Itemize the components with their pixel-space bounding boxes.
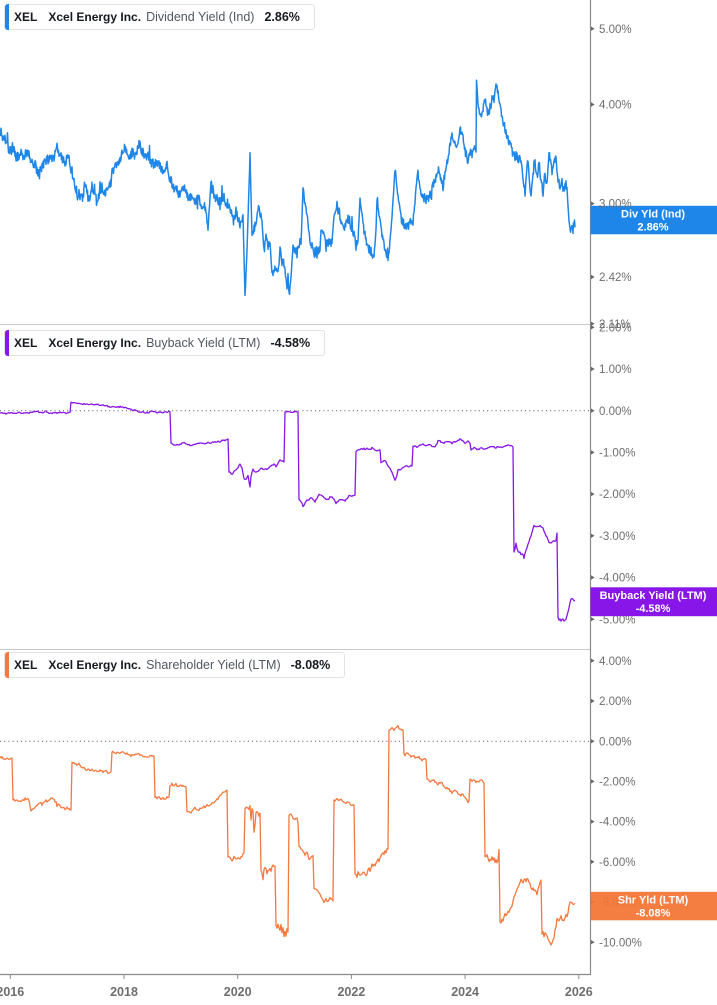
svg-text:0.00%: 0.00% bbox=[599, 406, 632, 418]
svg-text:4.00%: 4.00% bbox=[599, 100, 632, 112]
svg-text:2026: 2026 bbox=[565, 985, 593, 999]
svg-text:2.42%: 2.42% bbox=[599, 272, 632, 284]
svg-text:Shr Yld (LTM): Shr Yld (LTM) bbox=[618, 895, 689, 907]
svg-text:Div Yld (Ind): Div Yld (Ind) bbox=[621, 209, 685, 221]
svg-text:-2.00%: -2.00% bbox=[599, 777, 635, 789]
svg-text:2.00%: 2.00% bbox=[599, 696, 632, 708]
svg-text:2018: 2018 bbox=[110, 985, 138, 999]
svg-text:2016: 2016 bbox=[0, 985, 24, 999]
svg-text:2.86%: 2.86% bbox=[637, 222, 668, 234]
svg-text:3.00%: 3.00% bbox=[599, 199, 632, 211]
svg-text:-2.00%: -2.00% bbox=[599, 489, 635, 501]
svg-text:2.00%: 2.00% bbox=[599, 322, 632, 334]
svg-text:-5.00%: -5.00% bbox=[599, 614, 635, 626]
svg-text:-4.58%: -4.58% bbox=[636, 603, 671, 615]
svg-text:4.00%: 4.00% bbox=[599, 656, 632, 668]
svg-text:-4.00%: -4.00% bbox=[599, 817, 635, 829]
svg-text:-3.00%: -3.00% bbox=[599, 531, 635, 543]
svg-text:5.00%: 5.00% bbox=[599, 24, 632, 36]
svg-text:-8.08%: -8.08% bbox=[636, 908, 671, 920]
svg-text:0.00%: 0.00% bbox=[599, 736, 632, 748]
svg-text:-6.00%: -6.00% bbox=[599, 857, 635, 869]
svg-text:2024: 2024 bbox=[451, 985, 479, 999]
svg-text:2020: 2020 bbox=[224, 985, 252, 999]
svg-text:2.11%: 2.11% bbox=[599, 319, 631, 331]
svg-text:-10.00%: -10.00% bbox=[599, 937, 642, 949]
svg-text:Buyback Yield (LTM): Buyback Yield (LTM) bbox=[600, 590, 707, 602]
svg-text:1.00%: 1.00% bbox=[599, 364, 632, 376]
svg-text:2022: 2022 bbox=[337, 985, 365, 999]
svg-text:-4.00%: -4.00% bbox=[599, 573, 635, 585]
svg-text:-1.00%: -1.00% bbox=[599, 448, 635, 460]
